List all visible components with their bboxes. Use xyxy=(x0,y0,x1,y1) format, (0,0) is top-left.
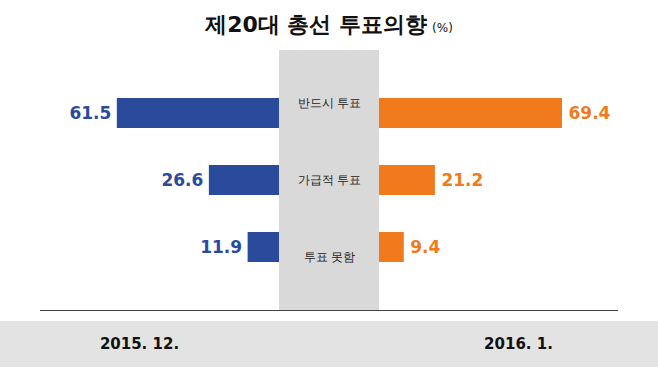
svg-text:9.4: 9.4 xyxy=(410,237,440,257)
svg-text:반드시 투표: 반드시 투표 xyxy=(298,96,362,110)
svg-text:투표 못함: 투표 못함 xyxy=(304,250,356,264)
svg-text:61.5: 61.5 xyxy=(69,103,111,123)
svg-text:11.9: 11.9 xyxy=(200,237,242,257)
html-text:2016. 1.: 2016. 1. xyxy=(484,335,553,353)
svg-text:26.6: 26.6 xyxy=(161,170,203,190)
svg-text:21.2: 21.2 xyxy=(441,170,483,190)
svg-text:69.4: 69.4 xyxy=(569,103,611,123)
html-text:제20대 총선 투표의향 (%): 제20대 총선 투표의향 (%) xyxy=(205,12,453,37)
svg-text:가급적 투표: 가급적 투표 xyxy=(298,173,362,187)
html-text:2015. 12.: 2015. 12. xyxy=(99,335,180,353)
